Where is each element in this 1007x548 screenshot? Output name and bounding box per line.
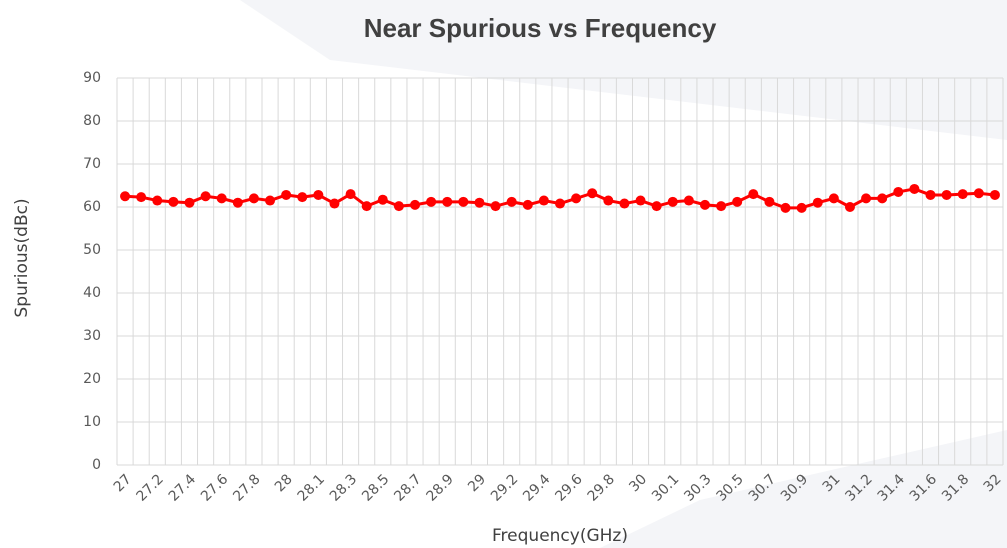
data-point — [796, 202, 807, 213]
data-point — [377, 194, 388, 205]
data-point — [619, 198, 630, 209]
data-point — [716, 201, 727, 212]
data-point — [200, 191, 211, 202]
data-point — [522, 199, 533, 210]
x-tick-label: 27 — [111, 471, 135, 495]
y-tick-label: 70 — [83, 156, 101, 172]
data-point — [603, 195, 614, 206]
y-tick-label: 80 — [83, 113, 101, 129]
data-point — [973, 188, 984, 199]
x-tick-label: 29.4 — [520, 471, 553, 504]
data-point — [410, 199, 421, 210]
data-point — [458, 196, 469, 207]
x-tick-label: 27.2 — [134, 471, 167, 504]
data-point — [490, 201, 501, 212]
data-point — [877, 193, 888, 204]
data-point — [844, 202, 855, 212]
data-point — [184, 197, 195, 208]
data-point — [925, 189, 936, 200]
x-tick-label: 28.3 — [327, 471, 360, 504]
data-point — [861, 193, 872, 204]
data-point — [828, 193, 839, 204]
x-tick-label: 28 — [272, 471, 296, 495]
x-tick-label: 29.6 — [552, 471, 585, 504]
data-point — [152, 195, 163, 206]
y-tick-label: 90 — [83, 70, 101, 86]
data-point — [699, 199, 710, 210]
x-tick-label: 29.8 — [585, 471, 618, 504]
data-point — [555, 198, 565, 209]
x-axis-title: Frequency(GHz) — [492, 526, 628, 546]
data-point — [732, 196, 743, 207]
data-point — [538, 195, 549, 206]
y-tick-label: 60 — [83, 199, 101, 215]
data-point — [989, 189, 1000, 200]
data-point — [393, 201, 404, 212]
background-shape — [240, 0, 1007, 140]
data-point — [764, 196, 775, 207]
data-point — [281, 189, 292, 200]
data-point — [941, 189, 952, 200]
data-point — [232, 197, 243, 208]
background-shape — [600, 430, 1007, 548]
data-point — [297, 192, 308, 203]
x-tick-label: 28.1 — [295, 471, 328, 504]
y-tick-label: 10 — [83, 414, 101, 430]
data-point — [635, 195, 646, 206]
data-point — [120, 191, 131, 202]
data-point — [265, 195, 276, 206]
data-point — [571, 193, 582, 204]
x-tick-label: 27.4 — [166, 471, 199, 504]
y-tick-label: 30 — [83, 328, 101, 344]
data-point — [893, 186, 904, 197]
data-point — [136, 192, 147, 203]
x-tick-label: 29.2 — [488, 471, 521, 504]
data-point — [474, 197, 485, 208]
data-point — [909, 183, 920, 194]
data-point — [587, 188, 598, 199]
chart-title: Near Spurious vs Frequency — [364, 13, 717, 43]
y-tick-label: 40 — [83, 285, 101, 301]
x-tick-label: 28.5 — [359, 471, 392, 504]
data-point — [361, 201, 372, 212]
y-tick-label: 0 — [92, 457, 101, 473]
x-tick-label: 30 — [626, 471, 650, 495]
x-tick-label: 27.8 — [230, 471, 263, 504]
data-point — [506, 196, 517, 207]
x-tick-label: 30.1 — [649, 471, 682, 504]
x-tick-label: 27.6 — [198, 471, 231, 504]
y-axis-title: Spurious(dBc) — [12, 198, 32, 317]
x-tick-label: 28.7 — [391, 471, 424, 504]
data-point — [329, 198, 340, 209]
data-point — [426, 196, 437, 207]
x-tick-label: 28.9 — [424, 471, 457, 504]
data-point — [667, 196, 678, 207]
data-point — [957, 189, 968, 200]
data-point — [780, 202, 791, 213]
data-point — [216, 193, 227, 204]
data-point — [651, 201, 662, 212]
y-tick-label: 50 — [83, 242, 101, 258]
data-point — [248, 193, 259, 204]
data-point — [683, 195, 694, 206]
y-tick-label: 20 — [83, 371, 101, 387]
data-point — [345, 189, 356, 200]
data-point — [442, 196, 453, 207]
data-point — [812, 197, 823, 208]
x-tick-label: 29 — [465, 471, 489, 495]
data-point — [313, 189, 324, 200]
data-point — [168, 196, 179, 207]
data-point — [748, 189, 759, 200]
